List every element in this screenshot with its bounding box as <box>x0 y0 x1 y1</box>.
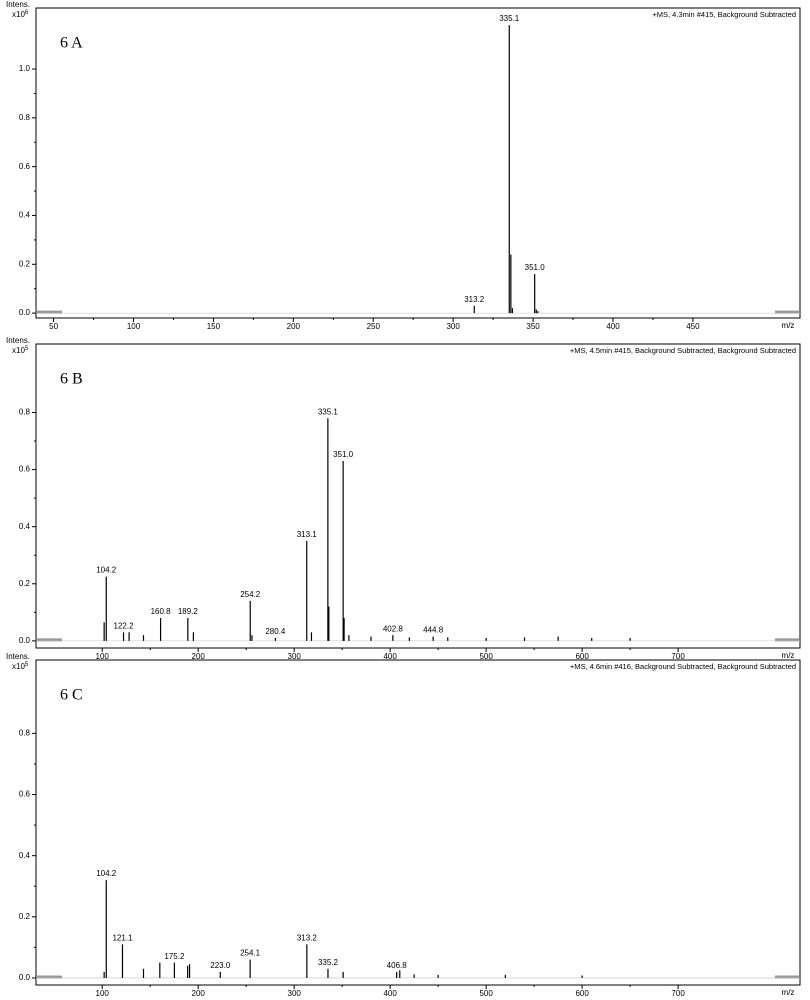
frame <box>35 343 801 649</box>
x-tick-label: 300 <box>288 989 302 998</box>
y-tick-label: 0.6 <box>19 790 31 799</box>
peak-label: 444.8 <box>423 626 444 635</box>
y-axis-label: Intens. <box>6 0 30 9</box>
y-tick-label: 0.2 <box>19 579 31 588</box>
y-tick-label: 0.2 <box>19 259 31 268</box>
y-tick-label: 0.8 <box>19 728 31 737</box>
y-tick-label: 0.4 <box>19 211 31 220</box>
x-tick-label: 300 <box>288 652 302 661</box>
x-tick-label: 500 <box>479 652 493 661</box>
peak-label: 254.1 <box>240 949 261 958</box>
y-tick-label: 0.6 <box>19 162 31 171</box>
header: +MS, 4.6min #416, Background Subtracted,… <box>570 662 796 671</box>
y-tick-label: 0.8 <box>19 113 31 122</box>
x-tick-label: 150 <box>207 322 221 331</box>
frame <box>35 659 801 986</box>
peak-label: 280.4 <box>265 627 286 636</box>
y-multiplier-exponent: 5 <box>25 662 29 668</box>
x-tick-label: 100 <box>96 989 110 998</box>
x-tick-label: 300 <box>446 322 460 331</box>
peak-label: 104.2 <box>96 566 117 575</box>
y-tick-label: 0.0 <box>19 308 31 317</box>
panel-label: 6 B <box>60 371 83 388</box>
y-multiplier-base: x10 <box>12 346 25 355</box>
x-tick-label: 400 <box>383 652 397 661</box>
frame <box>35 7 801 319</box>
peak-label: 223.0 <box>210 961 231 970</box>
x-axis-label: m/z <box>782 651 795 660</box>
peak-label: 254.2 <box>240 590 261 599</box>
y-multiplier-exponent: 5 <box>25 346 29 352</box>
x-tick-label: 100 <box>96 652 110 661</box>
x-tick-label: 400 <box>606 322 620 331</box>
y-multiplier-base: x10 <box>12 10 25 19</box>
peak-label: 313.1 <box>297 530 318 539</box>
panel-label: 6 A <box>60 35 83 52</box>
y-multiplier: x106 <box>12 10 29 20</box>
panel-label: 6 C <box>60 687 83 704</box>
peak-label: 313.2 <box>464 295 485 304</box>
y-tick-label: 0.6 <box>19 465 31 474</box>
x-tick-label: 350 <box>526 322 540 331</box>
x-tick-label: 100 <box>127 322 141 331</box>
peak-label: 335.1 <box>318 407 339 416</box>
y-tick-label: 0.0 <box>19 973 31 982</box>
y-tick-label: 0.2 <box>19 912 31 921</box>
x-tick-label: 400 <box>383 989 397 998</box>
peak-label: 189.2 <box>178 607 199 616</box>
y-tick-label: 0.0 <box>19 636 31 645</box>
x-axis-label: m/z <box>782 321 795 330</box>
y-multiplier: x105 <box>12 662 29 672</box>
header: +MS, 4.3min #415, Background Subtracted <box>652 10 796 19</box>
x-tick-label: 200 <box>192 652 206 661</box>
y-axis-label: Intens. <box>6 652 30 661</box>
y-axis-label: Intens. <box>6 336 30 345</box>
x-tick-label: 250 <box>367 322 381 331</box>
peak-label: 313.2 <box>297 933 318 942</box>
x-tick-label: 600 <box>575 652 589 661</box>
x-axis-label: m/z <box>782 988 795 997</box>
peak-label: 121.1 <box>112 933 133 942</box>
peak-label: 335.2 <box>318 958 339 967</box>
x-tick-label: 500 <box>479 989 493 998</box>
y-tick-label: 0.8 <box>19 408 31 417</box>
x-tick-label: 700 <box>671 989 685 998</box>
x-tick-label: 600 <box>575 989 589 998</box>
header: +MS, 4.5min #415, Background Subtracted,… <box>570 346 796 355</box>
peak-label: 351.0 <box>333 450 354 459</box>
y-tick-label: 1.0 <box>19 64 31 73</box>
peak-label: 402.8 <box>383 624 404 633</box>
y-multiplier-base: x10 <box>12 662 25 671</box>
peak-label: 175.2 <box>164 952 185 961</box>
y-tick-label: 0.4 <box>19 522 31 531</box>
y-multiplier: x105 <box>12 346 29 356</box>
y-multiplier-exponent: 6 <box>25 10 29 16</box>
peak-label: 335.1 <box>499 14 520 23</box>
y-tick-label: 0.4 <box>19 851 31 860</box>
peak-label: 122.2 <box>114 621 135 630</box>
peak-label: 104.2 <box>96 869 117 878</box>
x-tick-label: 450 <box>686 322 700 331</box>
x-tick-label: 200 <box>287 322 301 331</box>
x-tick-label: 700 <box>671 652 685 661</box>
peak-label: 160.8 <box>151 607 172 616</box>
x-tick-label: 200 <box>192 989 206 998</box>
peak-label: 351.0 <box>525 263 546 272</box>
x-tick-label: 50 <box>49 322 58 331</box>
peak-label: 406.8 <box>387 961 408 970</box>
